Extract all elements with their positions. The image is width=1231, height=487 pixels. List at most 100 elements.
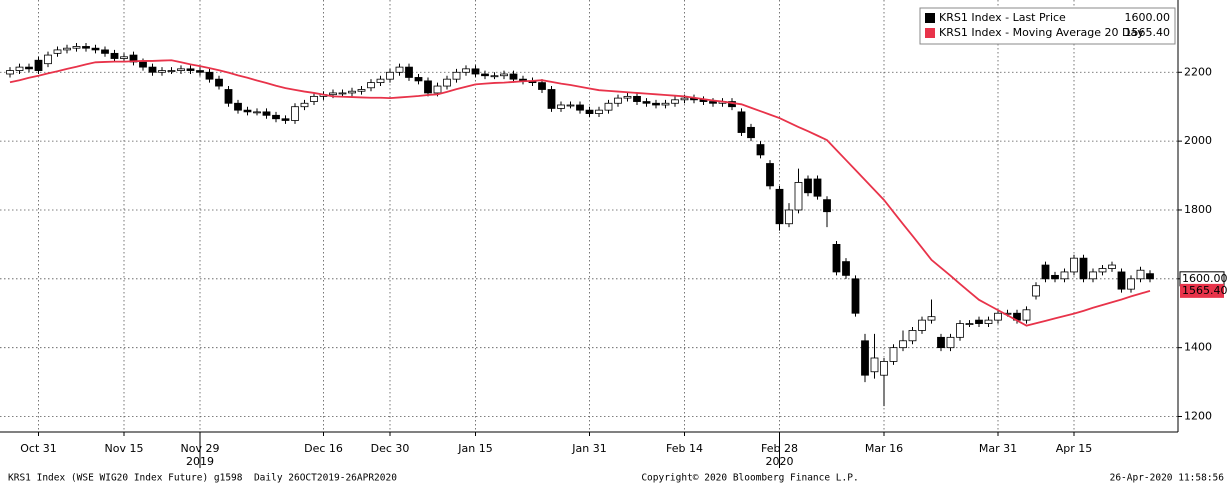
candle-body [984,319,993,324]
legend-box [919,7,1176,45]
candle-body [1146,273,1154,280]
legend-swatch [925,13,935,23]
candle-body [110,52,119,59]
candle-body [205,71,214,80]
candle-body [671,99,679,104]
candle-body [6,70,14,75]
candle-body [1032,285,1040,297]
candle-body [1117,271,1126,290]
x-tick-label: Feb 14 [666,442,703,455]
candle-body [861,340,869,376]
candle-body [1041,264,1050,280]
candle-body [652,102,660,106]
candle-body [139,61,147,68]
last-ma-tag [1180,283,1224,298]
candle-body [557,104,565,109]
candle-body [471,68,480,75]
candle-body [709,101,717,104]
candle-body [642,101,651,104]
legend-label: KRS1 Index - Last Price [939,11,1066,24]
candle-body [443,78,451,87]
candle-body [937,336,945,349]
candle-body [300,102,309,108]
x-tick-label: Dec 16 [304,442,343,455]
candle-body [148,66,157,73]
candle-body [1127,278,1135,290]
x-tick-label: Mar 16 [865,442,903,455]
candle-body [1070,257,1078,273]
candle-body [53,49,62,54]
candle-body [44,54,52,65]
candle-body [889,347,898,362]
candle-body [348,90,356,94]
candle-body [414,77,423,82]
legend-value: 1565.40 [1125,26,1171,39]
candle-body [851,278,860,314]
candle-body [823,199,831,213]
candle-body [766,163,774,187]
candle-body [595,109,603,114]
candle-body [604,102,613,111]
candle-body [1079,257,1088,280]
candle-body [167,70,176,72]
x-tick-label: Apr 15 [1056,442,1093,455]
candle-body [234,102,242,111]
candle-body [196,70,204,73]
candle-body [224,89,233,104]
y-tick-label: 2000 [1184,134,1212,147]
candle-body [452,71,461,80]
candle-body [899,340,907,349]
candle-body [1108,264,1116,269]
last-price-label: 1600.00 [1182,272,1228,285]
candle-body [272,114,280,120]
candle-body [633,95,641,102]
candle-body [680,97,689,101]
candle-body [1136,269,1145,280]
candle-body [82,46,90,49]
candle-body [975,319,983,324]
candle-body [1089,271,1097,280]
y-tick-label: 1400 [1184,341,1212,354]
x-tick-label: Dec 30 [371,442,410,455]
candle-body [1098,268,1107,273]
candle-body [804,178,812,194]
candle-body [994,312,1002,321]
candle-body [585,109,594,114]
candle-body [946,336,955,349]
candle-body [880,361,888,376]
candle-body [785,209,793,225]
legend-value: 1600.00 [1125,11,1171,24]
candle-body [547,89,556,109]
x-tick-label: Mar 31 [979,442,1017,455]
x-tick-label: Jan 31 [571,442,606,455]
x-tick-label: Jan 15 [457,442,492,455]
candle-body [832,243,841,273]
candle-body [253,111,261,114]
candle-body [72,46,81,49]
candle-body [329,92,337,96]
candle-body [395,66,404,73]
candle-body [376,78,385,84]
candle-body [481,73,489,77]
x-tick-label: Oct 31 [20,442,57,455]
candle-body [281,118,290,121]
year-label: 2020 [766,455,794,468]
candle-body [870,357,879,373]
candle-body [747,126,755,139]
candle-body [538,82,546,90]
last-ma-label: 1565.40 [1182,284,1228,297]
candle-body [25,66,33,70]
candle-body [215,78,223,87]
y-tick-label: 2200 [1184,65,1212,78]
candle-body [357,89,366,92]
candle-body [614,97,622,104]
candle-body [965,323,974,325]
candle-body [91,47,100,51]
candle-body [101,49,109,54]
candle-body [842,261,850,276]
legend-swatch [925,28,935,38]
candle-body [756,144,765,156]
candle-body [243,109,252,113]
candle-body [509,73,518,80]
